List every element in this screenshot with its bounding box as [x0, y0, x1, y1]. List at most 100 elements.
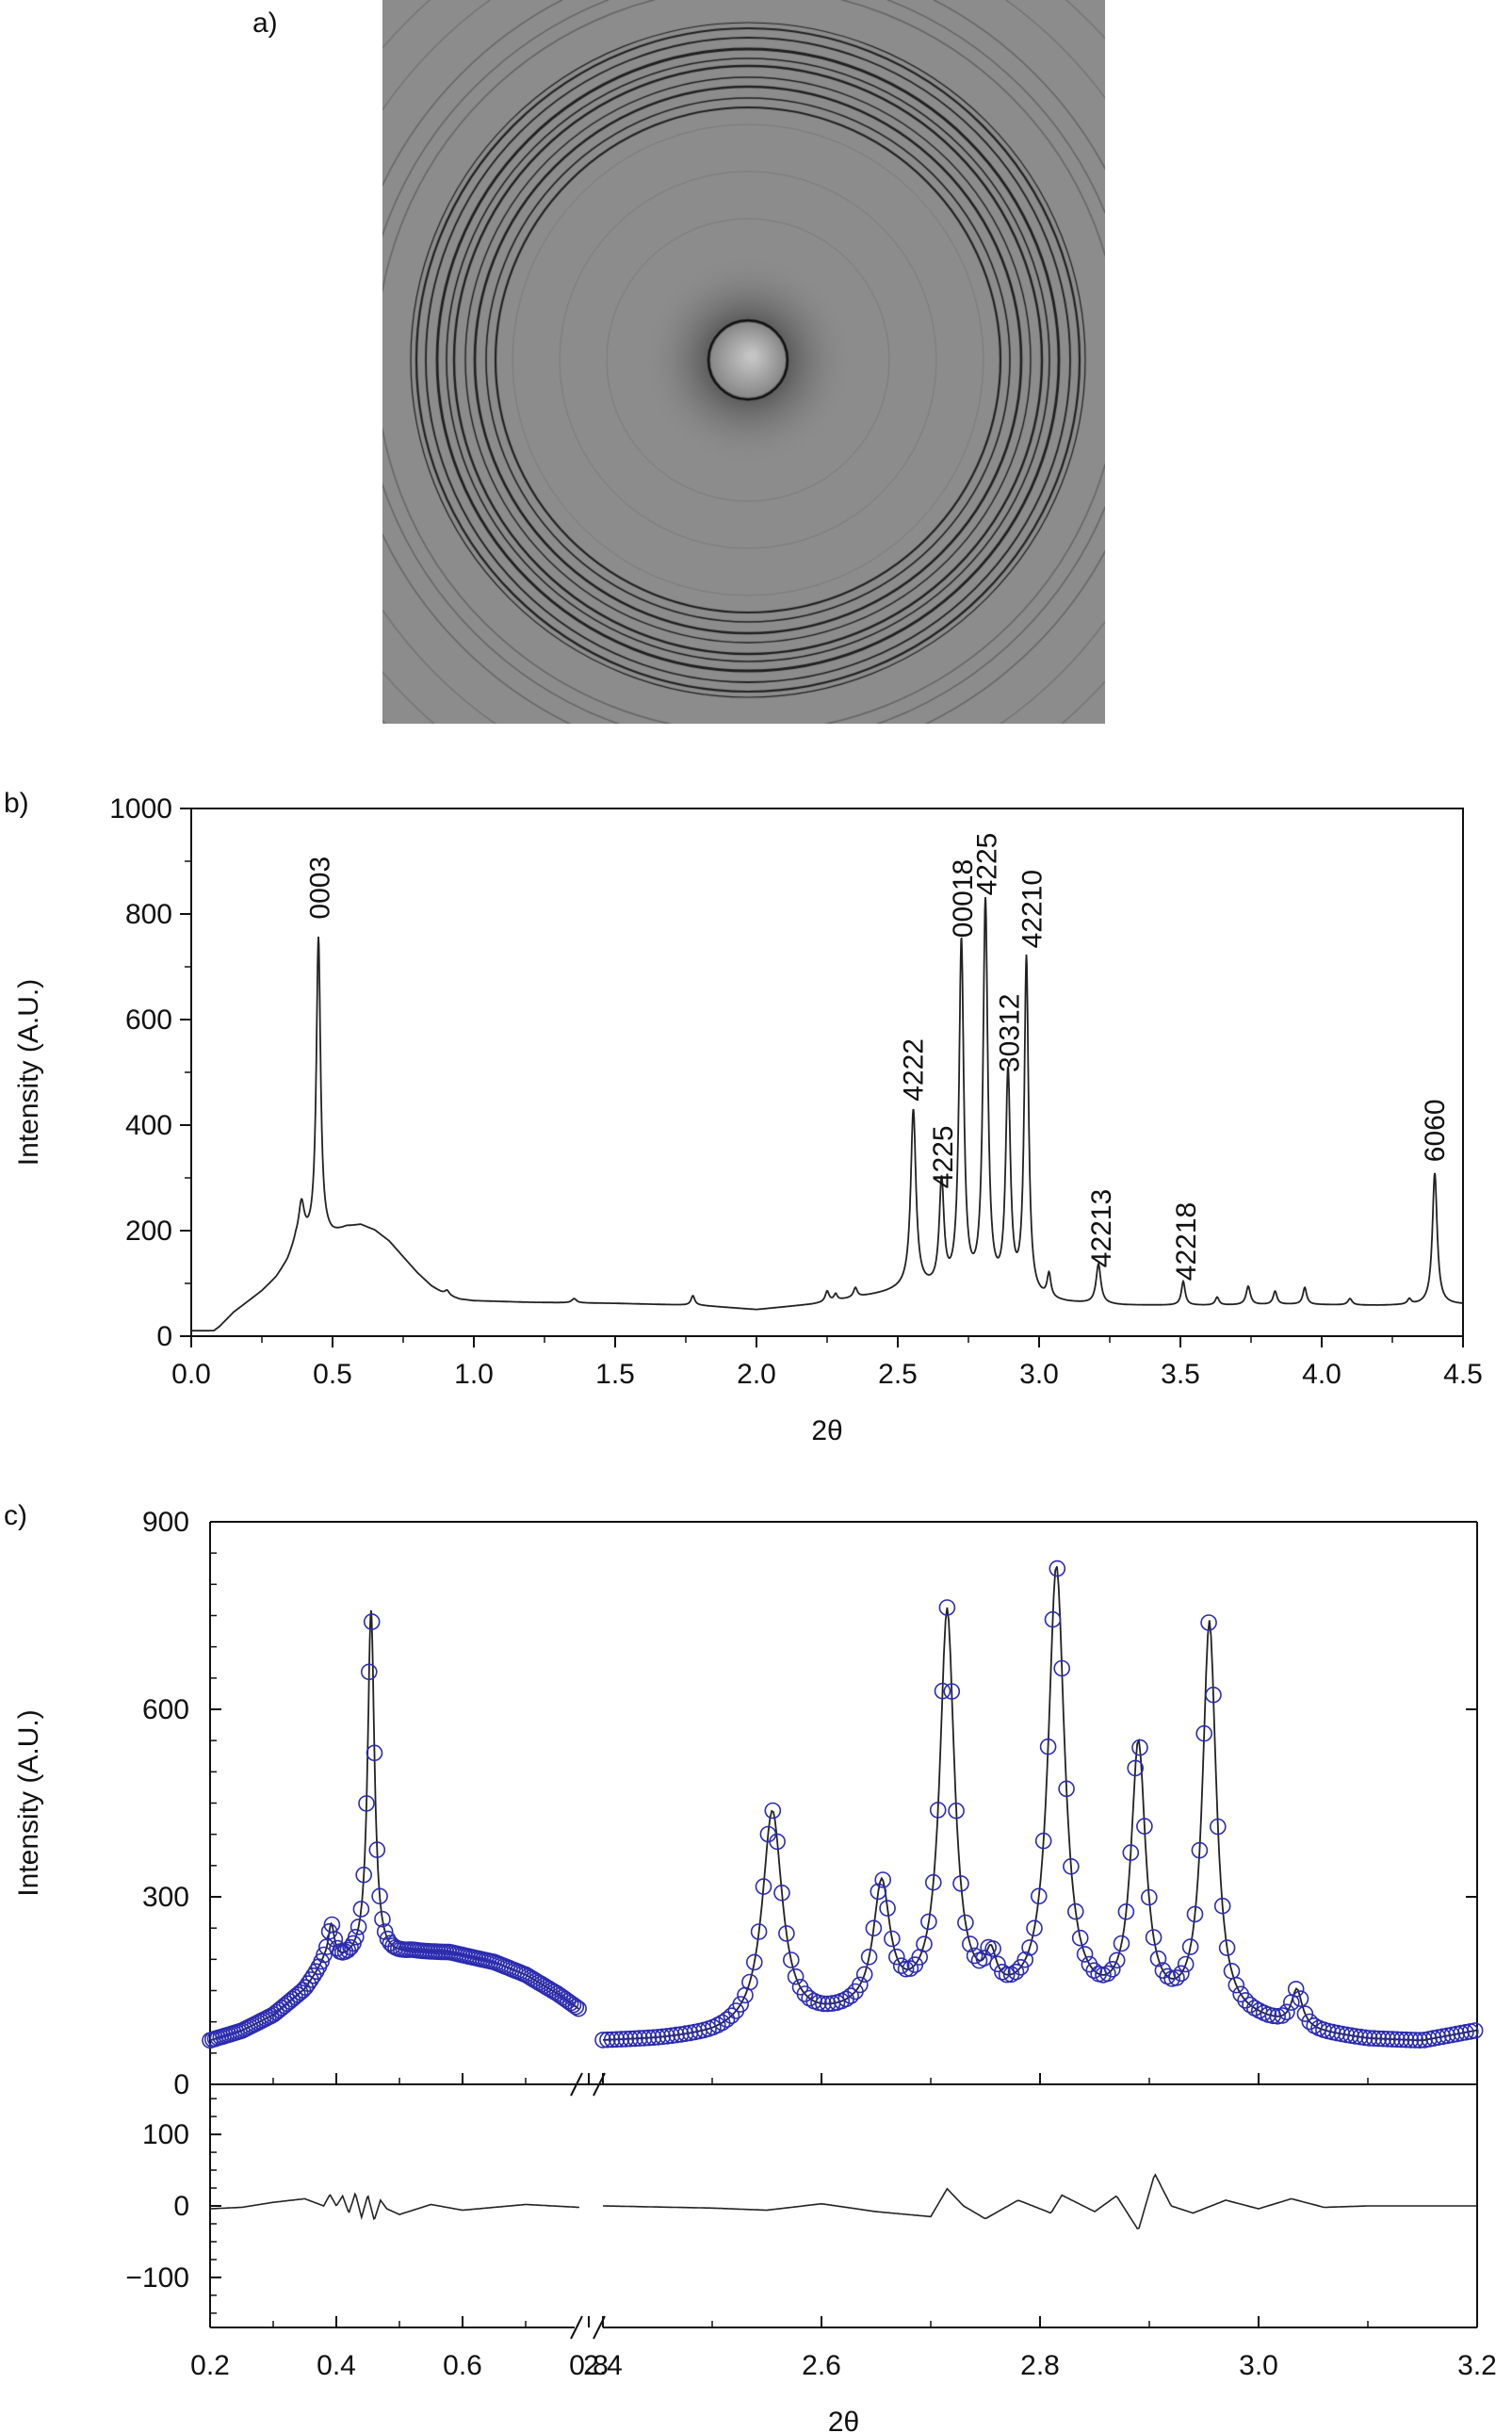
observed-point: [920, 1913, 937, 1931]
panel-c-label: c): [4, 1500, 27, 1531]
observed-point: [998, 1966, 1016, 1984]
x-tick-label: 2.5: [878, 1359, 918, 1390]
observed-point: [815, 1995, 832, 2013]
observed-point: [631, 2030, 648, 2047]
observed-point: [1274, 2007, 1291, 2024]
observed-point: [612, 2031, 630, 2048]
observed-point: [962, 1935, 979, 1952]
observed-point: [654, 2028, 672, 2046]
x-tick-label: 0.0: [171, 1359, 211, 1390]
peak-annotation: 42218: [1171, 1202, 1202, 1281]
observed-point: [1466, 2022, 1484, 2039]
observed-point: [984, 1940, 1001, 1957]
observed-point: [966, 1947, 984, 1965]
observed-point: [842, 1987, 859, 2004]
observed-point: [1136, 1818, 1153, 1835]
diffraction-pattern-image: [382, 0, 1105, 724]
observed-point: [1141, 1888, 1158, 1906]
observed-point: [778, 1925, 795, 1942]
observed-point: [1384, 2031, 1401, 2048]
observed-point: [1168, 1969, 1185, 1986]
observed-point: [304, 1967, 322, 1984]
x-tick-label: 0.6: [443, 2350, 482, 2381]
observed-point: [1127, 1759, 1144, 1777]
observed-point: [608, 2031, 626, 2049]
observed-point: [916, 1935, 933, 1953]
observed-point: [622, 2030, 640, 2048]
observed-point: [952, 1875, 969, 1892]
observed-point: [1053, 1659, 1070, 1677]
observed-point: [924, 1873, 942, 1891]
observed-point: [1411, 2032, 1428, 2049]
observed-point: [860, 1948, 878, 1966]
x-tick-label: 0.5: [313, 1359, 352, 1390]
observed-point: [350, 1919, 367, 1935]
x-tick-label: 2.8: [1020, 2350, 1060, 2381]
observed-point: [1296, 2005, 1314, 2023]
observed-point: [347, 1928, 365, 1946]
observed-point: [1389, 2031, 1406, 2049]
observed-point: [635, 2030, 653, 2047]
observed-point: [1191, 1841, 1209, 1859]
observed-point: [355, 1866, 373, 1884]
observed-point: [594, 2032, 611, 2049]
observed-point: [1227, 1976, 1245, 1994]
observed-point: [769, 1833, 786, 1851]
y-tick-label: 400: [125, 1110, 172, 1141]
x-tick-label: 3.5: [1161, 1359, 1200, 1390]
observed-point: [1357, 2029, 1374, 2047]
observed-point: [1397, 2031, 1415, 2049]
observed-point: [342, 1938, 359, 1956]
observed-point: [1104, 1960, 1121, 1978]
peak-annotation: 0003: [305, 857, 336, 920]
observed-point: [599, 2031, 616, 2049]
diffraction-profile-line: [191, 896, 1463, 1332]
observed-point: [782, 1951, 800, 1968]
x-tick-label: 4.5: [1443, 1359, 1483, 1390]
observed-point: [975, 1950, 993, 1967]
peak-annotation: 30312: [995, 994, 1026, 1072]
observed-point: [1076, 1946, 1094, 1963]
y-tick-label-diff: 100: [142, 2119, 189, 2150]
fit-line-right: [603, 1566, 1477, 2042]
axis-break-mark: [570, 2315, 583, 2340]
x-axis-label: 2θ: [811, 1415, 842, 1446]
observed-point: [1392, 2031, 1410, 2049]
observed-point: [948, 1802, 965, 1820]
peak-annotation: 00018: [948, 859, 979, 938]
observed-point: [658, 2028, 676, 2045]
observed-point: [640, 2029, 658, 2047]
observed-point: [1099, 1965, 1116, 1983]
x-tick-label: 0.4: [317, 2350, 356, 2381]
chart-c: 0 300 600 900 100 0 −100 0.2 0.4 0.6 0.82.4 2.6 2.8 3…: [13, 1507, 1497, 2433]
observed-point: [567, 1998, 585, 2016]
y-tick-label: 200: [125, 1216, 172, 1247]
observed-point: [938, 1599, 956, 1616]
observed-point: [626, 2030, 643, 2048]
observed-point: [1406, 2032, 1424, 2049]
observed-point: [934, 1682, 951, 1700]
y-tick-label: 600: [125, 1004, 172, 1036]
observed-point: [1292, 1990, 1309, 2007]
chart-b: 0.0 0.5 1.0 1.5 2.0 2.5 3.0 3.5 4.0 4.5 0 200 400 600…: [13, 793, 1483, 1446]
y-tick-label: 600: [142, 1694, 189, 1725]
x-tick-label: 1.0: [454, 1359, 494, 1390]
observed-point: [741, 1973, 758, 1991]
observed-point: [564, 1996, 582, 2014]
x-tick-label: 2.4: [583, 2350, 623, 2381]
x-tick-label: 1.5: [595, 1359, 635, 1390]
observed-point: [1149, 1950, 1167, 1968]
observed-point: [1210, 1818, 1227, 1836]
peak-annotation: 6060: [1420, 1099, 1451, 1162]
peak-annotation: 42213: [1086, 1189, 1117, 1267]
observed-point: [902, 1960, 919, 1977]
observed-point: [617, 2031, 635, 2048]
observed-point: [1374, 2030, 1391, 2048]
observed-point: [1117, 1902, 1135, 1920]
observed-point: [1301, 2013, 1319, 2031]
observed-point: [1181, 1938, 1199, 1955]
observed-point: [1379, 2031, 1396, 2048]
observed-point: [1031, 1887, 1048, 1905]
observed-point: [1278, 2003, 1295, 2021]
y-tick-label: 800: [125, 899, 172, 930]
